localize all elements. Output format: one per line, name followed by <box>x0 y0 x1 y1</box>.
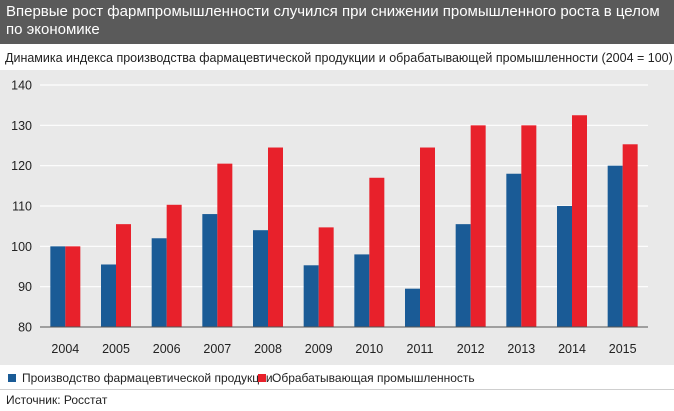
bar-pharma <box>405 288 420 327</box>
chart-title: Впервые рост фармпромышленности случился… <box>6 3 660 38</box>
x-tick-label: 2014 <box>558 342 586 356</box>
legend-label-pharma: Производство фармацевтической продукции <box>22 371 273 385</box>
x-tick-label: 2005 <box>102 342 130 356</box>
bar-manufacturing <box>116 224 131 327</box>
y-tick-label: 140 <box>11 79 32 93</box>
y-tick-label: 110 <box>12 200 32 214</box>
divider <box>0 389 674 390</box>
x-tick-label: 2013 <box>507 342 535 356</box>
y-tick-label: 100 <box>11 240 32 254</box>
bar-pharma <box>557 206 572 327</box>
bar-pharma <box>253 230 268 327</box>
x-tick-label: 2009 <box>305 342 333 356</box>
bar-manufacturing <box>166 204 182 327</box>
bar-chart: 80 90 100 110 120 130 140 2004 2005 2006 2007 2008 2… <box>11 79 648 356</box>
bar-pharma <box>151 238 167 327</box>
legend-swatch-pharma <box>8 374 16 382</box>
bar-manufacturing <box>521 125 537 327</box>
legend-item-pharma: Производство фармацевтической продукции <box>8 371 273 385</box>
legend-swatch-manufacturing <box>258 374 266 382</box>
bar-manufacturing <box>268 147 283 327</box>
bar-pharma <box>303 265 319 327</box>
bar-pharma <box>101 264 116 327</box>
bar-manufacturing <box>369 177 385 327</box>
bar-pharma <box>354 254 370 327</box>
y-tick-label: 130 <box>11 119 32 133</box>
bar-manufacturing <box>622 144 638 327</box>
y-tick-label: 120 <box>11 159 32 173</box>
x-tick-label: 2010 <box>355 342 383 356</box>
bar-pharma <box>506 173 522 327</box>
title-bar: Впервые рост фармпромышленности случился… <box>0 0 674 44</box>
legend-item-manufacturing: Обрабатывающая промышленность <box>258 371 475 385</box>
legend-label-manufacturing: Обрабатывающая промышленность <box>272 371 475 385</box>
x-tick-label: 2008 <box>254 342 282 356</box>
x-tick-label: 2007 <box>203 342 231 356</box>
x-tick-label: 2006 <box>153 342 181 356</box>
bar-pharma <box>455 224 471 327</box>
bar-pharma <box>50 246 66 327</box>
bar-pharma <box>202 214 218 327</box>
bar-pharma <box>607 165 623 327</box>
chart-subtitle: Динамика индекса производства фармацевти… <box>5 51 673 65</box>
bar-manufacturing <box>420 147 435 327</box>
bar-manufacturing <box>572 115 587 327</box>
bar-manufacturing <box>217 163 233 327</box>
x-tick-label: 2015 <box>609 342 637 356</box>
x-tick-label: 2011 <box>407 342 434 356</box>
x-tick-label: 2004 <box>51 342 79 356</box>
bar-manufacturing <box>318 227 334 327</box>
y-tick-label: 80 <box>18 321 32 335</box>
source-note: Источник: Росстат <box>6 393 108 407</box>
legend: Производство фармацевтической продукции … <box>0 368 674 388</box>
x-tick-label: 2012 <box>457 342 485 356</box>
bar-manufacturing <box>65 246 81 327</box>
y-tick-label: 90 <box>18 280 32 294</box>
bar-manufacturing <box>470 125 486 327</box>
